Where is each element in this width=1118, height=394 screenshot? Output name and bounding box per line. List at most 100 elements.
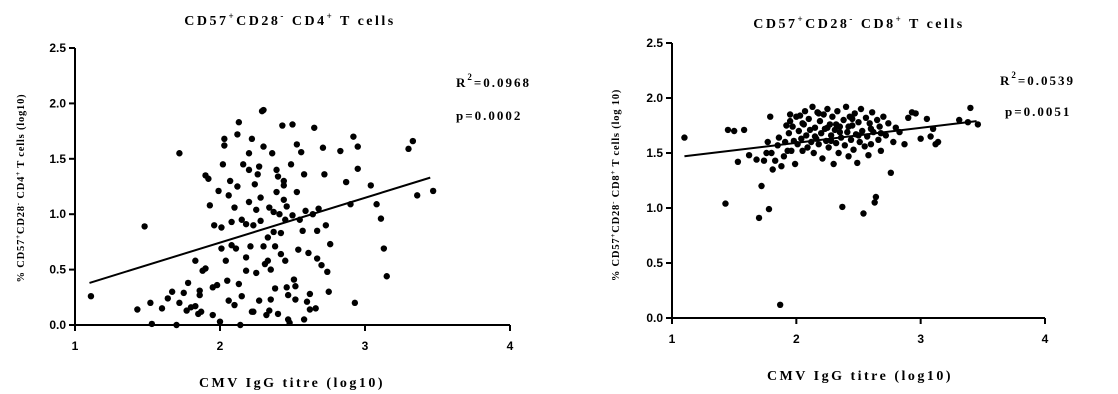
- data-point: [202, 265, 209, 272]
- data-point: [875, 136, 882, 143]
- data-point: [832, 139, 840, 147]
- data-point: [845, 153, 852, 160]
- data-point: [834, 108, 841, 115]
- data-point: [221, 142, 228, 149]
- data-point: [887, 169, 895, 176]
- data-point: [880, 113, 887, 120]
- data-point: [377, 215, 385, 222]
- data-point: [309, 211, 316, 218]
- data-point: [774, 142, 781, 149]
- tick-labels: 0.0 0.5 1.0 1.5 2.0 2.5 1 2 3 4: [49, 41, 513, 353]
- data-point: [890, 138, 897, 146]
- data-point: [184, 279, 192, 287]
- x-tick-label: 4: [507, 339, 514, 353]
- data-point: [755, 214, 763, 222]
- data-point: [225, 297, 232, 304]
- data-point: [354, 165, 361, 172]
- data-point: [758, 182, 765, 190]
- data-point: [248, 135, 256, 143]
- data-point: [815, 141, 822, 148]
- data-point: [148, 320, 156, 328]
- data-point: [279, 122, 286, 129]
- data-point: [795, 127, 803, 135]
- x-tick-label: 1: [72, 339, 79, 353]
- data-point: [168, 288, 176, 295]
- data-point: [855, 132, 862, 139]
- data-point: [300, 171, 308, 178]
- data-point: [289, 212, 296, 219]
- data-point: [247, 243, 254, 250]
- data-point: [850, 146, 857, 153]
- data-point: [877, 130, 885, 137]
- y-tick-label: 2.0: [646, 91, 663, 105]
- data-point: [882, 132, 890, 139]
- data-point: [215, 187, 222, 195]
- data-point: [811, 133, 819, 140]
- x-tick-label: 3: [917, 332, 924, 346]
- data-point: [877, 147, 885, 154]
- data-point: [253, 269, 260, 277]
- data-point: [305, 249, 312, 257]
- data-point: [851, 110, 858, 117]
- data-point: [769, 166, 776, 173]
- data-point: [868, 109, 876, 116]
- data-point: [722, 200, 729, 207]
- data-point: [250, 222, 257, 229]
- data-point: [299, 227, 306, 235]
- chart-title: CD57+CD28- CD4+ T cells: [184, 11, 395, 29]
- data-point: [209, 311, 216, 319]
- data-point: [896, 128, 903, 136]
- data-point: [282, 257, 289, 264]
- data-point: [974, 121, 982, 128]
- y-tick-label: 1.5: [49, 152, 66, 166]
- data-point: [796, 112, 804, 119]
- data-point: [776, 301, 784, 308]
- data-point: [786, 111, 794, 118]
- data-point: [266, 204, 273, 211]
- data-point: [209, 284, 216, 291]
- data-point: [325, 288, 332, 295]
- data-point: [298, 148, 305, 156]
- data-point: [228, 242, 235, 249]
- data-point: [905, 114, 912, 122]
- data-point: [280, 182, 287, 189]
- data-point: [805, 115, 812, 123]
- data-point: [767, 113, 774, 120]
- data-point: [830, 160, 837, 168]
- data-point: [306, 290, 314, 298]
- data-point: [354, 143, 361, 150]
- data-point: [876, 123, 883, 130]
- data-point: [798, 135, 805, 142]
- data-point: [809, 103, 816, 111]
- data-point: [183, 307, 190, 314]
- data-point: [134, 306, 141, 313]
- data-point: [141, 223, 148, 230]
- data-point: [234, 183, 241, 190]
- data-point: [818, 130, 825, 137]
- data-point: [260, 106, 267, 114]
- data-point: [147, 299, 154, 307]
- axes: [666, 42, 1046, 324]
- data-point: [206, 202, 214, 209]
- data-point: [832, 121, 840, 128]
- data-point: [857, 105, 865, 113]
- data-point: [318, 261, 325, 269]
- y-tick-label: 0.5: [646, 256, 663, 270]
- regression-line: [89, 176, 431, 284]
- data-point: [862, 114, 870, 122]
- data-point: [803, 132, 810, 139]
- data-point: [778, 163, 785, 170]
- data-point: [282, 216, 289, 223]
- x-tick-label: 1: [669, 332, 676, 346]
- data-point: [827, 132, 835, 139]
- data-point: [235, 280, 243, 288]
- p-value-stat: p=0.0051: [1005, 104, 1071, 119]
- data-point: [815, 110, 822, 117]
- data-point: [820, 111, 827, 118]
- data-point: [277, 229, 285, 237]
- data-point: [429, 187, 437, 195]
- y-tick-label: 2.5: [49, 41, 66, 55]
- data-point: [724, 126, 732, 134]
- data-point: [745, 152, 753, 159]
- data-point: [967, 104, 974, 112]
